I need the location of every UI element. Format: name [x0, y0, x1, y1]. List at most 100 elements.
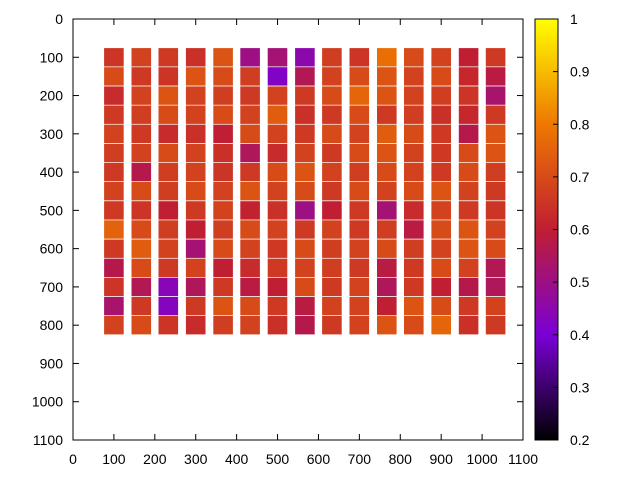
heatmap-cell [158, 316, 179, 335]
heatmap-cell [158, 48, 179, 67]
heatmap-cell [485, 182, 506, 201]
y-tick-label: 700 [40, 279, 64, 295]
heatmap-cell [458, 258, 479, 277]
heatmap-cell [377, 277, 397, 297]
colorbar-tick-label: 0.6 [570, 222, 590, 238]
heatmap-cell [349, 86, 370, 105]
heatmap-cell [458, 67, 479, 86]
colorbar-tick-label: 1 [570, 11, 578, 27]
heatmap-cell [104, 296, 124, 316]
heatmap-cell [377, 239, 397, 258]
y-tick-label: 200 [40, 88, 64, 104]
heatmap-cell [104, 316, 124, 335]
y-tick-label: 1100 [33, 432, 63, 448]
colorbar-tick-label: 0.2 [570, 432, 590, 448]
colorbar-axis: 0.2 0.3 0.4 0.5 0.6 0.7 0.8 0.9 1 [553, 11, 590, 448]
y-tick-label: 1000 [32, 394, 63, 410]
heatmap-cell [485, 316, 506, 335]
heatmap-cell [431, 258, 451, 277]
y-tick-label: 900 [40, 355, 64, 371]
heatmap-cell [322, 316, 342, 335]
heatmap-cell [158, 86, 179, 105]
colorbar-tick-label: 0.8 [570, 116, 590, 132]
heatmap-cell [485, 86, 506, 105]
heatmap-cell [431, 48, 451, 67]
colorbar-tick-label: 0.3 [570, 379, 590, 395]
y-tick-label: 800 [40, 317, 64, 333]
heatmap-cell [104, 201, 124, 220]
heatmap-cell [240, 143, 260, 163]
heatmap-cell [158, 182, 179, 201]
heatmap-cell [213, 182, 233, 201]
heatmap-cell [349, 296, 370, 316]
x-tick-label: 300 [184, 451, 208, 467]
heatmap-cell [240, 162, 260, 182]
heatmap-cell [104, 86, 124, 105]
heatmap-cell [267, 296, 288, 316]
heatmap-cell [185, 162, 206, 182]
heatmap-cell [213, 220, 233, 239]
y-tick-label: 500 [40, 202, 64, 218]
heatmap-cell [213, 296, 233, 316]
heatmap-cell [322, 124, 342, 143]
heatmap-cell [158, 201, 179, 220]
heatmap-cell [322, 86, 342, 105]
heatmap-cell [431, 239, 451, 258]
heatmap-cell [322, 220, 342, 239]
y-tick-label: 100 [40, 49, 64, 65]
heatmap-cell [131, 258, 152, 277]
x-tick-label: 400 [225, 451, 249, 467]
heatmap-cell [349, 67, 370, 86]
heatmap-cell [185, 277, 206, 297]
colorbar-tick-label: 0.4 [570, 327, 590, 343]
heatmap-cell [349, 105, 370, 124]
heatmap-cell [377, 201, 397, 220]
y-axis: 0 100 200 300 400 500 600 700 800 900 1000 1100 [32, 11, 523, 448]
heatmap-cell [404, 239, 424, 258]
heatmap-cell [131, 105, 152, 124]
heatmap-cell [158, 239, 179, 258]
heatmap-cell [431, 67, 451, 86]
heatmap-cell [131, 220, 152, 239]
heatmap-cell [458, 124, 479, 143]
x-axis: 0 100 200 300 400 500 600 700 800 900 1000 1100 [69, 19, 538, 467]
heatmap-cell [322, 182, 342, 201]
heatmap-cell [322, 258, 342, 277]
heatmap-cell [458, 182, 479, 201]
heatmap-cell [213, 316, 233, 335]
heatmap-cell [240, 258, 260, 277]
heatmap-cell [322, 277, 342, 297]
heatmap-cell [485, 105, 506, 124]
heatmap-cell [458, 239, 479, 258]
heatmap-cell [431, 162, 451, 182]
heatmap-cell [322, 143, 342, 163]
plot-frame [72, 18, 524, 441]
heatmap-cell [213, 162, 233, 182]
x-tick-label: 200 [143, 451, 167, 467]
heatmap-cell [431, 143, 451, 163]
heatmap-cell [349, 258, 370, 277]
heatmap-cell [213, 201, 233, 220]
heatmap-cell [295, 86, 315, 105]
heatmap-cell [267, 124, 288, 143]
heatmap-cell [267, 220, 288, 239]
heatmap-cell [349, 316, 370, 335]
heatmap-cell [431, 296, 451, 316]
heatmap-cell [295, 124, 315, 143]
heatmap-cell [185, 86, 206, 105]
heatmap-cell [267, 201, 288, 220]
heatmap-cell [213, 67, 233, 86]
heatmap-cell [131, 162, 152, 182]
heatmap-cell [104, 182, 124, 201]
heatmap-cell [240, 239, 260, 258]
heatmap-cell [349, 182, 370, 201]
heatmap-cell [322, 67, 342, 86]
heatmap-cell [131, 277, 152, 297]
heatmap-cell [458, 48, 479, 67]
heatmap-cell [377, 124, 397, 143]
heatmap-cell [458, 162, 479, 182]
heatmap-cell [377, 162, 397, 182]
heatmap-cell [485, 239, 506, 258]
heatmap-cell [185, 124, 206, 143]
